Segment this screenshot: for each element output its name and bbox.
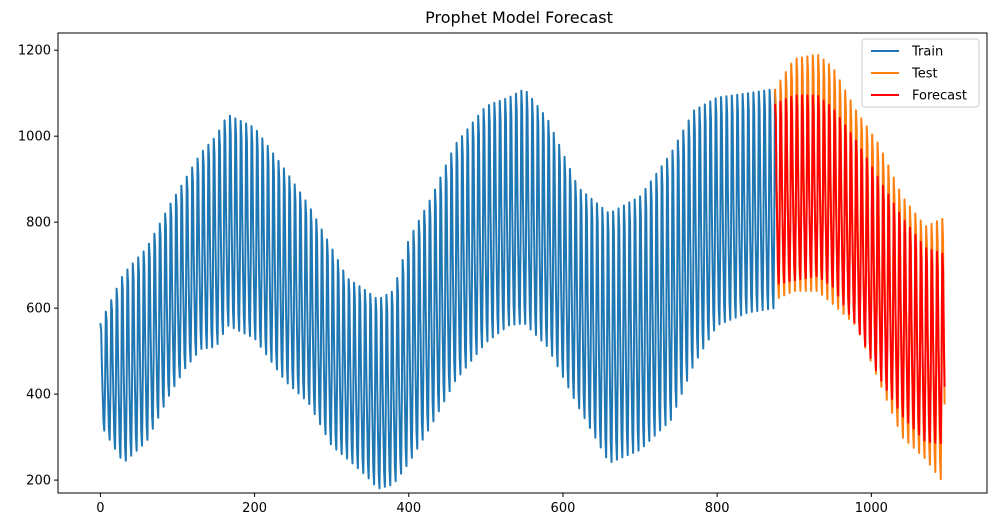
series-line-forecast <box>773 94 946 445</box>
x-tick-label: 0 <box>96 501 104 516</box>
y-tick-label: 800 <box>26 216 51 231</box>
legend-box <box>861 38 980 108</box>
series-layer <box>99 54 946 490</box>
y-tick-label: 200 <box>26 474 51 489</box>
legend: Train Test Forecast <box>861 38 980 108</box>
x-tick-label: 400 <box>396 501 421 516</box>
legend-label: Forecast <box>912 89 967 104</box>
y-tick-label: 1000 <box>18 130 51 145</box>
y-tick-label: 1200 <box>18 44 51 59</box>
legend-label: Train <box>911 45 943 60</box>
x-tick-label: 1000 <box>855 501 888 516</box>
plot-frame <box>57 32 988 494</box>
y-tick-label: 400 <box>26 388 51 403</box>
x-tick-label: 800 <box>705 501 730 516</box>
axes: 0 200 400 600 800 1000 200 400 600 800 1000 1200 <box>18 44 888 516</box>
series-line-train <box>99 88 776 490</box>
y-tick-label: 600 <box>26 302 51 317</box>
legend-label: Test <box>911 67 938 82</box>
x-tick-label: 200 <box>242 501 267 516</box>
x-tick-label: 600 <box>551 501 576 516</box>
chart-title: Prophet Model Forecast <box>425 8 613 27</box>
